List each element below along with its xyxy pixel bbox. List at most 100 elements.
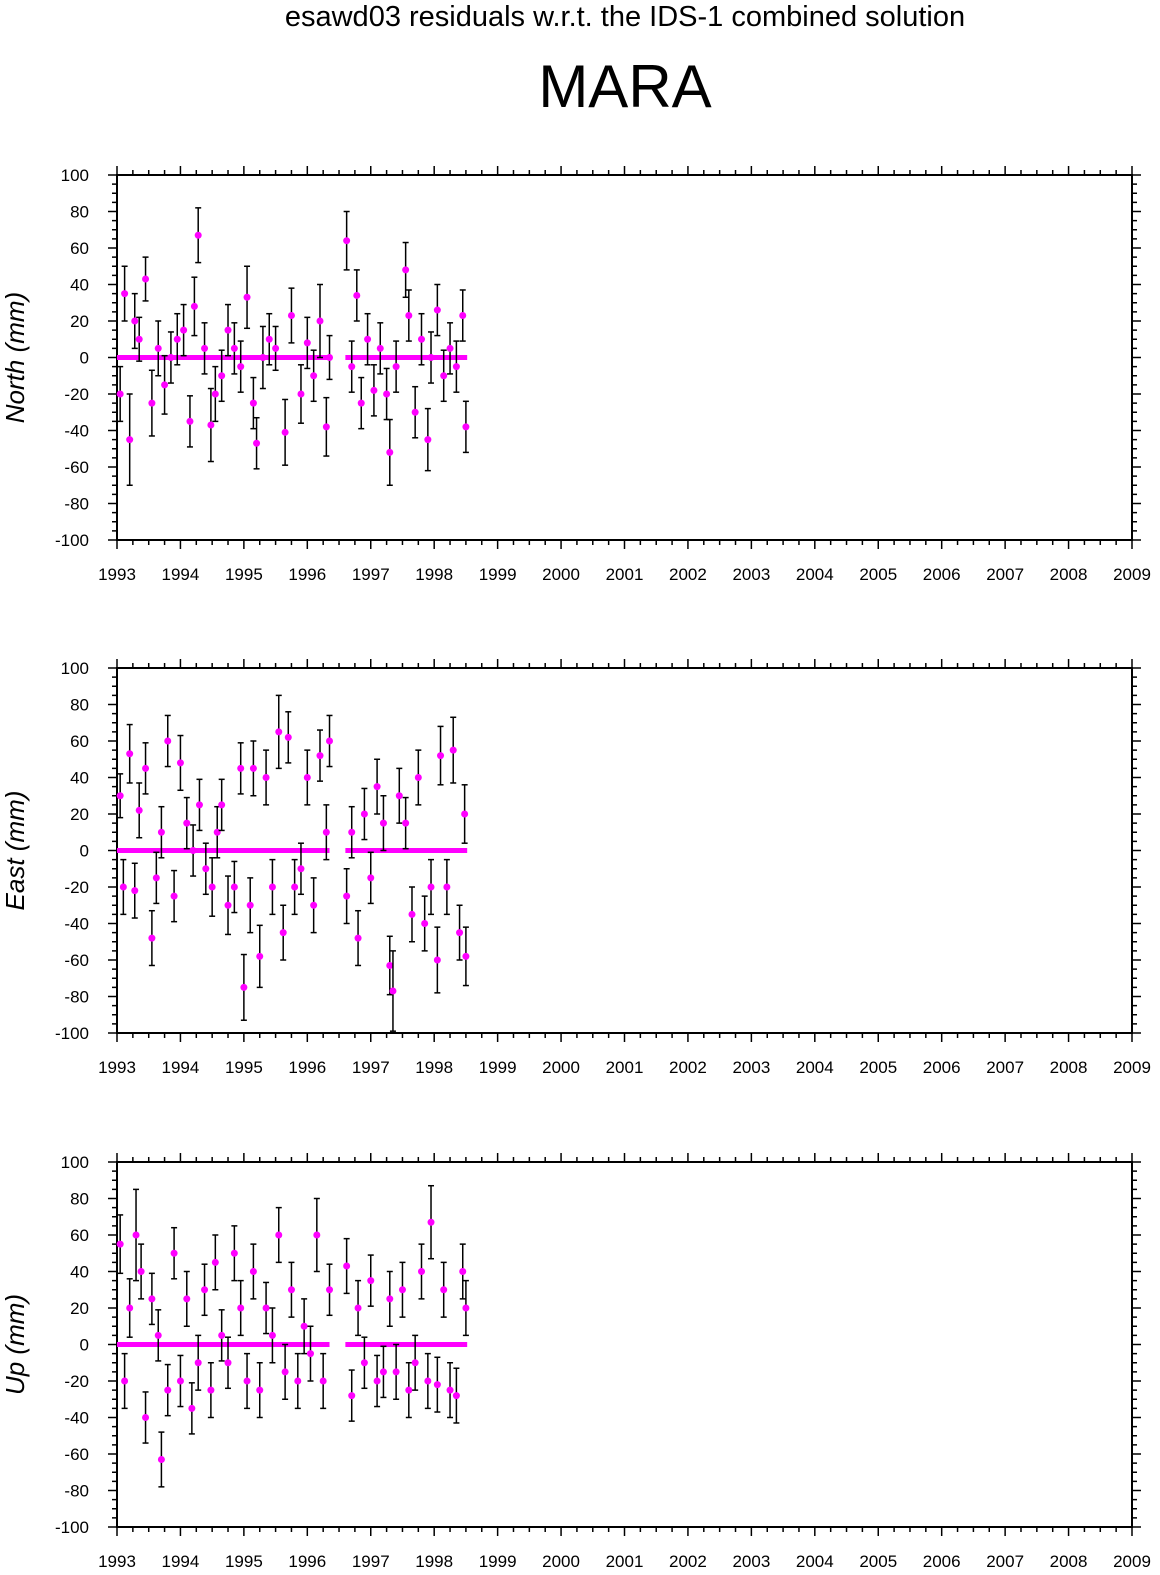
data-point: [157, 1455, 165, 1463]
data-point: [148, 1295, 156, 1303]
data-point: [294, 1377, 302, 1385]
x-tick-label: 2003: [732, 1058, 770, 1077]
x-tick-label: 1995: [225, 565, 263, 584]
data-point: [322, 828, 330, 836]
data-point: [268, 1331, 276, 1339]
data-point: [370, 386, 378, 394]
data-point: [224, 901, 232, 909]
x-tick-label: 1996: [288, 1058, 326, 1077]
y-tick-label: -20: [64, 1372, 89, 1391]
data-point: [224, 326, 232, 334]
x-tick-label: 1995: [225, 1552, 263, 1571]
data-point: [249, 764, 257, 772]
data-point: [148, 934, 156, 942]
data-point: [433, 1381, 441, 1389]
data-point: [126, 750, 134, 758]
data-point: [446, 344, 454, 352]
data-point: [119, 883, 127, 891]
data-point: [373, 783, 381, 791]
data-point: [287, 312, 295, 320]
y-axis-label: North (mm): [0, 292, 30, 423]
data-point: [316, 317, 324, 325]
data-point: [230, 1249, 238, 1257]
y-tick-label: -80: [64, 1482, 89, 1501]
x-tick-label: 2009: [1113, 1552, 1151, 1571]
chart-east: 100 80 60 40 20 0 -20 -40 -60 -80 -100 1993 1994 1995…: [0, 659, 1151, 1077]
data-point: [379, 819, 387, 827]
x-tick-label: 2004: [796, 565, 834, 584]
x-tick-label: 1996: [288, 1552, 326, 1571]
x-tick-label: 1999: [479, 565, 517, 584]
data-point: [237, 363, 245, 371]
data-point: [154, 344, 162, 352]
data-point: [164, 737, 172, 745]
y-tick-label: -40: [64, 422, 89, 441]
data-point: [326, 354, 334, 361]
data-point: [326, 1286, 334, 1294]
data-point: [218, 1331, 226, 1339]
y-tick-label: -80: [64, 495, 89, 514]
y-tick-label: 100: [61, 1153, 89, 1172]
data-point: [142, 1414, 150, 1421]
data-point: [131, 317, 139, 325]
x-tick-label: 2005: [859, 565, 897, 584]
data-point: [440, 372, 448, 380]
data-point: [297, 390, 305, 398]
data-point: [230, 344, 238, 352]
data-point: [462, 423, 470, 431]
data-point: [459, 312, 467, 320]
data-point: [167, 354, 175, 361]
y-tick-label: 20: [70, 1299, 89, 1318]
data-point: [462, 1304, 470, 1312]
data-point: [364, 335, 372, 343]
data-point: [259, 354, 267, 361]
data-point: [427, 883, 435, 891]
x-tick-label: 2002: [669, 1058, 707, 1077]
data-point: [142, 275, 150, 283]
x-tick-label: 2005: [859, 1058, 897, 1077]
data-point: [126, 436, 134, 444]
data-point: [386, 448, 394, 456]
data-point: [262, 1304, 270, 1312]
data-point: [116, 792, 124, 800]
data-point: [116, 1240, 124, 1248]
data-point: [201, 344, 209, 352]
data-point: [188, 1404, 196, 1412]
data-point: [202, 865, 210, 873]
data-point: [173, 335, 181, 343]
y-tick-label: 40: [70, 276, 89, 295]
x-tick-label: 1998: [415, 1552, 453, 1571]
data-point: [218, 801, 226, 809]
x-tick-label: 2001: [606, 565, 644, 584]
x-tick-label: 2009: [1113, 565, 1151, 584]
data-point: [176, 1377, 184, 1385]
data-point: [132, 1231, 140, 1239]
data-point: [437, 752, 445, 760]
data-point: [348, 1392, 356, 1400]
data-point: [142, 764, 150, 772]
data-point: [218, 372, 226, 380]
data-point: [408, 910, 416, 918]
data-point: [237, 1304, 245, 1312]
data-point: [131, 887, 139, 895]
data-point: [424, 1377, 432, 1385]
data-point: [348, 828, 356, 836]
data-point: [405, 1386, 413, 1394]
data-point: [194, 1359, 202, 1367]
x-tick-label: 1993: [98, 1058, 136, 1077]
data-point: [427, 354, 435, 361]
data-point: [357, 399, 365, 407]
x-tick-label: 1997: [352, 1552, 390, 1571]
y-tick-label: 80: [70, 696, 89, 715]
x-tick-label: 2008: [1050, 565, 1088, 584]
data-point: [281, 428, 289, 436]
x-tick-label: 2001: [606, 1058, 644, 1077]
data-point: [395, 792, 403, 800]
data-point: [291, 883, 299, 891]
y-tick-label: -100: [55, 1518, 89, 1537]
x-tick-label: 1995: [225, 1058, 263, 1077]
data-point: [287, 1286, 295, 1294]
y-tick-label: 40: [70, 1263, 89, 1282]
chart-north: 100 80 60 40 20 0 -20 -40 -60 -80 -100 1993 1994 1995…: [0, 166, 1151, 584]
data-point: [411, 408, 419, 416]
